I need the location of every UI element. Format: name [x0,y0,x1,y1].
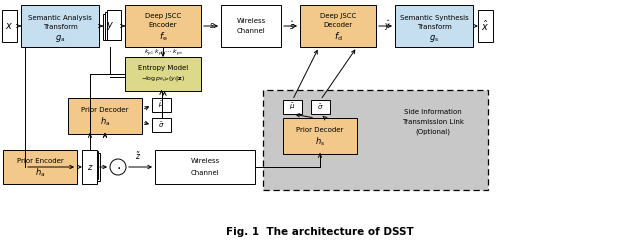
Text: $f_{\rm d}$: $f_{\rm d}$ [333,31,342,43]
Bar [125,57,201,91]
Text: $\bar{\sigma}$: $\bar{\sigma}$ [158,120,165,130]
Text: Transform: Transform [43,24,77,30]
Text: Deep JSCC: Deep JSCC [145,13,181,19]
Bar [311,100,330,114]
Text: $\bar{\mu}$: $\bar{\mu}$ [289,102,296,112]
Bar [83,151,98,179]
Text: $\hat{\mathbf{\mathit{s}}}$: $\hat{\mathbf{\mathit{s}}}$ [289,20,295,32]
Bar [2,10,17,42]
Text: $\bar{k}_{p_1}\;\bar{k}_{p_2}\;\cdots\;\bar{k}_{p_n}$: $\bar{k}_{p_1}\;\bar{k}_{p_2}\;\cdots\;\… [143,46,182,58]
Bar [3,150,77,184]
Text: Semantic Analysis: Semantic Analysis [28,15,92,21]
Bar [283,100,302,114]
Bar [152,98,171,112]
Text: $h_{\rm a}$: $h_{\rm a}$ [35,167,45,179]
Bar [82,150,97,184]
Text: $f_{\rm e}$: $f_{\rm e}$ [159,31,168,43]
Bar [21,5,99,47]
Bar [152,118,171,132]
Text: Semantic Synthesis: Semantic Synthesis [399,15,468,21]
Text: Channel: Channel [237,28,266,34]
Text: Wireless: Wireless [190,158,220,164]
Text: $h_{\rm a}$: $h_{\rm a}$ [100,116,110,128]
Bar [283,118,357,154]
Text: $\bar{\mu}$: $\bar{\mu}$ [158,100,164,110]
Text: Prior Decoder: Prior Decoder [296,127,344,133]
Bar [263,90,488,190]
Text: Transmission Link: Transmission Link [402,119,464,125]
Bar [395,5,473,47]
Circle shape [110,159,126,175]
Bar [105,12,119,40]
Text: Fig. 1  The architecture of DSST: Fig. 1 The architecture of DSST [226,227,414,237]
Text: $\mathbf{\mathit{z}}$: $\mathbf{\mathit{z}}$ [86,162,93,172]
Text: Deep JSCC: Deep JSCC [320,13,356,19]
Text: $\cdot$: $\cdot$ [116,160,120,174]
Text: $\mathbf{\mathit{s}}$: $\mathbf{\mathit{s}}$ [209,21,215,31]
Text: $-\!\log p_{\theta_{\rm e}|z}(y_i|\mathbf{z})$: $-\!\log p_{\theta_{\rm e}|z}(y_i|\mathb… [141,75,185,83]
Text: $\mathbf{\mathit{x}}$: $\mathbf{\mathit{x}}$ [6,21,13,31]
Text: $\hat{\mathbf{\mathit{x}}}$: $\hat{\mathbf{\mathit{x}}}$ [481,19,490,33]
Bar [107,10,121,40]
Text: $\mathbf{\mathit{y}}$: $\mathbf{\mathit{y}}$ [106,20,114,32]
Text: Entropy Model: Entropy Model [138,65,188,71]
Text: $g_{\rm a}$: $g_{\rm a}$ [55,33,65,43]
Text: Encoder: Encoder [148,22,177,28]
Text: $\hat{\mathbf{\mathit{y}}}$: $\hat{\mathbf{\mathit{y}}}$ [383,19,390,33]
Bar [478,10,493,42]
Bar [85,153,100,181]
Bar [125,5,201,47]
Text: Transform: Transform [417,24,451,30]
Bar [300,5,376,47]
Bar [103,14,117,40]
Text: Prior Encoder: Prior Encoder [17,158,63,164]
Text: Prior Decoder: Prior Decoder [81,107,129,113]
Text: $g_{\rm s}$: $g_{\rm s}$ [429,33,439,43]
Text: $\tilde{\mathbf{\mathit{z}}}$: $\tilde{\mathbf{\mathit{z}}}$ [135,150,141,162]
Bar [155,150,255,184]
Text: Side Information: Side Information [404,109,462,115]
Text: Channel: Channel [191,170,220,176]
Text: $\bar{\sigma}$: $\bar{\sigma}$ [317,102,324,112]
Bar [221,5,281,47]
Text: (Optional): (Optional) [415,129,451,135]
Bar [68,98,142,134]
Text: Decoder: Decoder [323,22,353,28]
Text: Wireless: Wireless [236,18,266,24]
Text: $h_{\rm s}$: $h_{\rm s}$ [315,136,325,148]
